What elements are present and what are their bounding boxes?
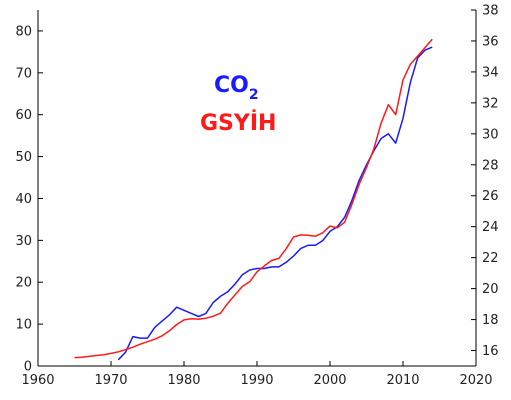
series-line-gdp xyxy=(74,38,433,359)
x-tick-label: 1990 xyxy=(240,373,273,388)
y-left-tick-label: 70 xyxy=(15,66,32,81)
y-right-tick-label: 28 xyxy=(482,158,499,173)
x-tick-label: 2010 xyxy=(386,373,419,388)
y-left-tick-label: 50 xyxy=(15,150,32,165)
x-tick-label: 1960 xyxy=(21,373,54,388)
y-right-tick-label: 36 xyxy=(482,34,499,49)
y-right-tick-label: 38 xyxy=(482,4,499,19)
y-right-tick-label: 20 xyxy=(482,282,499,297)
y-right-tick-label: 34 xyxy=(482,65,499,80)
y-left-tick-label: 10 xyxy=(15,318,32,333)
x-tick-label: 1970 xyxy=(94,373,127,388)
x-tick-label: 2020 xyxy=(459,373,492,388)
y-left-tick-label: 30 xyxy=(15,234,32,249)
y-right-tick-label: 26 xyxy=(482,189,499,204)
y-left-tick-label: 40 xyxy=(15,192,32,207)
y-left-tick-label: 80 xyxy=(15,24,32,39)
series-line-co2 xyxy=(117,46,433,361)
y-right-tick-label: 22 xyxy=(482,251,499,266)
legend-co2-sub: 2 xyxy=(249,87,259,103)
legend-gdp-label: GSYİH xyxy=(200,110,276,136)
legend: CO2 GSYİH xyxy=(200,73,276,136)
y-left-tick-label: 60 xyxy=(15,108,32,123)
ticks: 1960 1970 1980 1990 2000 2010 2020 0 10 20 30 40 50 6… xyxy=(15,4,498,389)
y-right-tick-label: 30 xyxy=(482,127,499,142)
y-right-tick-label: 16 xyxy=(482,344,499,359)
x-tick-label: 1980 xyxy=(167,373,200,388)
y-left-tick-label: 20 xyxy=(15,276,32,291)
y-right-tick-label: 32 xyxy=(482,96,499,111)
legend-co2-label: CO2 xyxy=(214,73,259,103)
y-right-tick-label: 24 xyxy=(482,220,499,235)
plot-lines xyxy=(74,38,433,361)
x-tick-label: 2000 xyxy=(313,373,346,388)
y-left-tick-label: 0 xyxy=(24,360,32,375)
legend-co2-main: CO xyxy=(214,73,249,98)
y-right-tick-label: 18 xyxy=(482,313,499,328)
